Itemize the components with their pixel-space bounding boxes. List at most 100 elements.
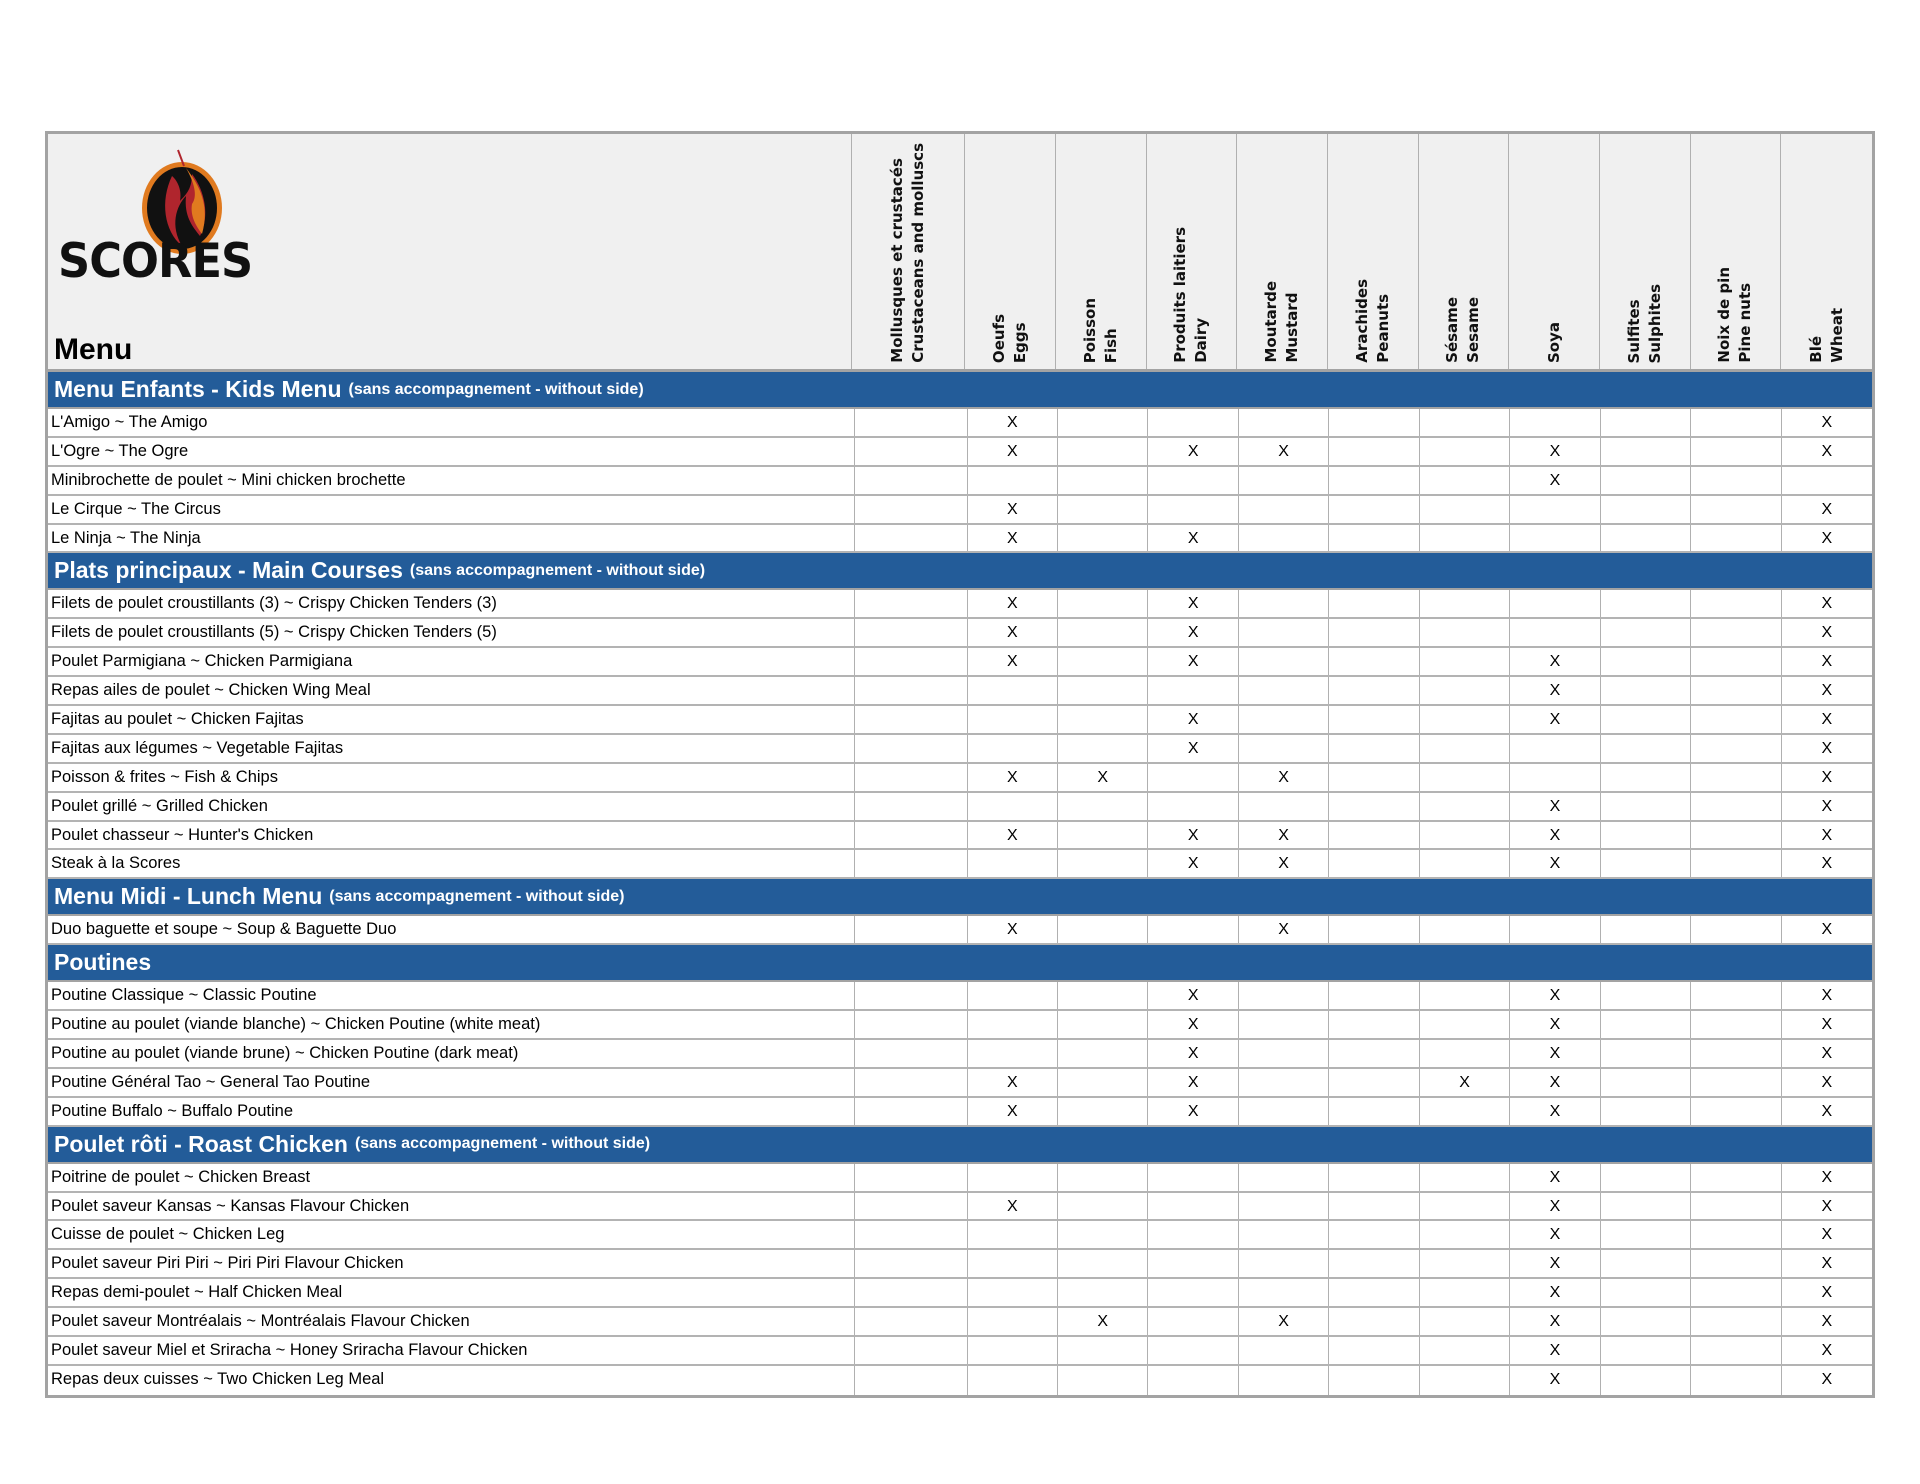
table-row: Fajitas au poulet ~ Chicken Fajitas X X X bbox=[48, 706, 1872, 735]
table-row: Filets de poulet croustillants (3) ~ Cri… bbox=[48, 590, 1872, 620]
allergen-cell bbox=[1420, 619, 1511, 647]
allergen-cell bbox=[1239, 524, 1330, 552]
menu-item-name: Le Ninja ~ The Ninja bbox=[48, 524, 855, 552]
allergen-cell bbox=[1239, 706, 1330, 733]
allergen-cell: X bbox=[1821, 624, 1833, 642]
allergen-cell: X bbox=[1821, 826, 1833, 844]
allergen-cell: X bbox=[968, 916, 1058, 944]
allergen-cell bbox=[1148, 495, 1239, 523]
allergen-cell bbox=[1329, 916, 1420, 944]
allergen-cell bbox=[1601, 619, 1692, 647]
allergen-cell bbox=[1691, 1279, 1782, 1307]
allergen-cell bbox=[855, 409, 968, 436]
allergen-cell bbox=[1420, 437, 1511, 465]
allergen-cell bbox=[1420, 792, 1511, 820]
allergen-cell: X bbox=[1148, 821, 1239, 849]
allergen-cell bbox=[1148, 1365, 1239, 1395]
allergen-cell bbox=[1329, 1365, 1420, 1395]
allergen-cell bbox=[1148, 1192, 1239, 1220]
allergen-cell bbox=[1058, 409, 1149, 436]
allergen-cell: X bbox=[1239, 821, 1330, 849]
menu-item-name: Poutine au poulet (viande blanche) ~ Chi… bbox=[48, 1011, 855, 1039]
allergen-cell bbox=[1420, 916, 1511, 944]
menu-item-name: Poulet Parmigiana ~ Chicken Parmigiana bbox=[48, 648, 855, 676]
menu-item-name: Poulet grillé ~ Grilled Chicken bbox=[48, 792, 855, 820]
allergen-cell bbox=[968, 1163, 1058, 1191]
allergen-cell bbox=[855, 1192, 968, 1220]
allergen-cell bbox=[1329, 495, 1420, 523]
allergen-label-en: Fish bbox=[1101, 328, 1120, 363]
allergen-cell: X bbox=[1821, 1016, 1833, 1034]
allergen-cell bbox=[968, 1040, 1058, 1067]
allergen-cell: X bbox=[1510, 1250, 1601, 1278]
table-row: Poutine Buffalo ~ Buffalo Poutine X X X X bbox=[48, 1097, 1872, 1127]
allergen-cell bbox=[1510, 409, 1601, 436]
menu-item-name: Duo baguette et soupe ~ Soup & Baguette … bbox=[48, 916, 855, 944]
table-row: Repas deux cuisses ~ Two Chicken Leg Mea… bbox=[48, 1365, 1872, 1395]
allergen-cell bbox=[1420, 1365, 1511, 1395]
table-row: Poutine au poulet (viande brune) ~ Chick… bbox=[48, 1040, 1872, 1069]
allergen-cell: X bbox=[1510, 982, 1601, 1010]
logo-wordmark: SCORES bbox=[58, 234, 253, 289]
allergen-cell bbox=[855, 619, 968, 647]
allergen-cell: X bbox=[1510, 1097, 1601, 1125]
allergen-cell: X bbox=[1821, 1073, 1833, 1091]
allergen-cell: X bbox=[1821, 682, 1833, 700]
allergen-cell: X bbox=[968, 1192, 1058, 1220]
table-row: Le Ninja ~ The Ninja X X X bbox=[48, 524, 1872, 554]
menu-item-name: Minibrochette de poulet ~ Mini chicken b… bbox=[48, 466, 855, 494]
allergen-cell bbox=[1058, 1337, 1149, 1364]
allergen-cell bbox=[1148, 1279, 1239, 1307]
allergen-cell bbox=[1420, 1192, 1511, 1220]
allergen-cell: X bbox=[1821, 414, 1833, 431]
allergen-cell bbox=[1239, 677, 1330, 705]
allergen-cell bbox=[1691, 763, 1782, 791]
allergen-cell: X bbox=[1148, 706, 1239, 733]
allergen-cell bbox=[1329, 1337, 1420, 1364]
allergen-cell bbox=[1691, 1011, 1782, 1039]
table-row: L'Amigo ~ The Amigo X X bbox=[48, 409, 1872, 438]
menu-item-name: Fajitas aux légumes ~ Vegetable Fajitas bbox=[48, 734, 855, 762]
allergen-cell bbox=[1420, 524, 1511, 552]
allergen-cell bbox=[1058, 466, 1149, 494]
allergen-cell bbox=[1691, 706, 1782, 733]
allergen-cell: X bbox=[1148, 734, 1239, 762]
allergen-cell bbox=[1601, 1163, 1692, 1191]
allergen-column-header: Poisson Fish bbox=[1056, 134, 1147, 369]
allergen-cell: X bbox=[1148, 648, 1239, 676]
allergen-cell: X bbox=[1058, 1308, 1149, 1336]
allergen-cell bbox=[1601, 524, 1692, 552]
allergen-label-fr: Soya bbox=[1544, 321, 1563, 363]
allergen-cell: X bbox=[1510, 706, 1601, 733]
allergen-cell bbox=[855, 763, 968, 791]
allergen-cell: X bbox=[968, 821, 1058, 849]
allergen-cell bbox=[1148, 677, 1239, 705]
allergen-cell bbox=[1601, 1221, 1692, 1249]
allergen-cell bbox=[968, 1337, 1058, 1364]
allergen-cell bbox=[1239, 1040, 1330, 1067]
allergen-cell: X bbox=[1148, 590, 1239, 618]
allergen-cell: X bbox=[1821, 1342, 1833, 1360]
allergen-cell bbox=[1782, 467, 1872, 494]
section-note: (sans accompagnement - without side) bbox=[354, 1135, 651, 1153]
allergen-cell bbox=[855, 706, 968, 733]
allergen-cell bbox=[1329, 850, 1420, 878]
allergen-cell bbox=[1239, 1221, 1330, 1249]
allergen-cell bbox=[1329, 1040, 1420, 1067]
allergen-cell bbox=[968, 1250, 1058, 1278]
allergen-cell: X bbox=[1821, 1370, 1833, 1388]
allergen-cell bbox=[1601, 763, 1692, 791]
allergen-cell bbox=[1148, 763, 1239, 791]
allergen-cell: X bbox=[1821, 1226, 1833, 1244]
allergen-cell: X bbox=[1821, 855, 1833, 873]
allergen-cell bbox=[1239, 1011, 1330, 1039]
allergen-cell: X bbox=[968, 619, 1058, 647]
menu-item-name: L'Ogre ~ The Ogre bbox=[48, 437, 855, 465]
allergen-cell: X bbox=[1420, 1068, 1511, 1096]
allergen-cell bbox=[1601, 1337, 1692, 1364]
allergen-cell bbox=[855, 1040, 968, 1067]
table-row: Filets de poulet croustillants (5) ~ Cri… bbox=[48, 619, 1872, 649]
allergen-cell bbox=[1058, 792, 1149, 820]
table-row: Poulet saveur Kansas ~ Kansas Flavour Ch… bbox=[48, 1192, 1872, 1222]
allergen-cell bbox=[1691, 1337, 1782, 1364]
